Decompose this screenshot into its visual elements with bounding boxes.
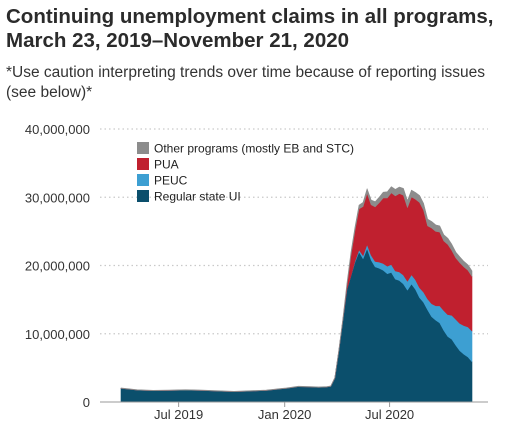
chart-title: Continuing unemployment claims in all pr… (6, 5, 494, 52)
y-tick-label: 30,000,000 (25, 190, 90, 205)
legend-item: PUA (137, 158, 179, 172)
legend-label: Other programs (mostly EB and STC) (154, 142, 354, 156)
series-area-other-programs (120, 186, 473, 393)
gridlines (100, 128, 488, 335)
series-areas (120, 186, 473, 403)
legend-item: PEUC (137, 174, 188, 188)
legend-label: PEUC (154, 174, 188, 188)
legend-swatch (137, 142, 149, 154)
y-tick-label: 10,000,000 (25, 327, 90, 342)
y-tick-label: 0 (83, 395, 90, 410)
legend-swatch (137, 174, 149, 186)
legend-label: Regular state UI (154, 190, 241, 204)
x-tick-label: Jul 2020 (365, 407, 414, 422)
x-tick-label: Jul 2019 (154, 407, 203, 422)
legend-label: PUA (154, 158, 179, 172)
legend-item: Other programs (mostly EB and STC) (137, 142, 354, 156)
legend: Other programs (mostly EB and STC) PUA PEU… (137, 142, 354, 204)
y-tick-label: 40,000,000 (25, 122, 90, 137)
axes: 0 10,000,000 20,000,000 30,000,000 40,000,00… (25, 122, 488, 422)
legend-item: Regular state UI (137, 190, 241, 204)
x-tick-label: Jan 2020 (258, 407, 312, 422)
chart-subtitle: *Use caution interpreting trends over ti… (6, 64, 486, 101)
legend-swatch (137, 158, 149, 170)
legend-swatch (137, 190, 149, 202)
y-tick-label: 20,000,000 (25, 259, 90, 274)
